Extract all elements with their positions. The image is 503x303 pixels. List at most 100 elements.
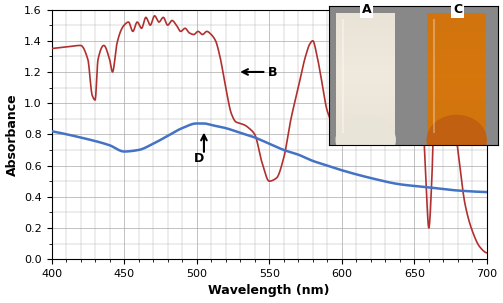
Bar bbox=[427, 93, 486, 95]
Bar bbox=[336, 96, 395, 98]
Bar bbox=[336, 105, 395, 108]
Bar bbox=[427, 137, 486, 139]
Bar bbox=[427, 58, 486, 60]
Bar bbox=[427, 18, 486, 20]
Bar bbox=[336, 83, 395, 85]
Bar bbox=[336, 17, 395, 19]
Bar bbox=[427, 44, 486, 46]
Bar bbox=[336, 85, 395, 87]
Bar bbox=[427, 109, 486, 111]
Bar bbox=[336, 55, 395, 57]
Bar bbox=[427, 36, 486, 38]
Bar bbox=[336, 45, 395, 47]
Bar bbox=[427, 90, 486, 92]
Bar bbox=[336, 128, 395, 130]
Bar bbox=[427, 83, 486, 85]
Bar bbox=[427, 32, 486, 35]
Bar bbox=[427, 132, 486, 135]
Bar bbox=[336, 104, 395, 106]
Bar bbox=[427, 50, 486, 52]
Bar bbox=[427, 64, 486, 66]
Bar bbox=[336, 78, 395, 81]
Bar bbox=[336, 80, 395, 82]
Bar bbox=[427, 17, 486, 19]
Bar bbox=[427, 134, 486, 136]
Bar bbox=[336, 50, 395, 52]
Bar bbox=[427, 48, 486, 50]
Bar bbox=[427, 99, 486, 101]
Bar bbox=[427, 67, 486, 69]
Bar bbox=[336, 102, 395, 105]
Bar bbox=[336, 122, 395, 123]
Bar bbox=[427, 63, 486, 65]
Bar bbox=[427, 26, 486, 28]
Bar bbox=[336, 75, 395, 77]
Bar bbox=[427, 66, 486, 68]
Bar bbox=[427, 112, 486, 114]
Bar bbox=[427, 71, 486, 73]
Bar bbox=[336, 139, 395, 141]
Bar bbox=[427, 39, 486, 41]
Bar bbox=[427, 96, 486, 98]
Bar bbox=[427, 75, 486, 77]
Bar bbox=[336, 82, 395, 84]
Bar bbox=[336, 18, 395, 20]
Text: B: B bbox=[268, 66, 277, 79]
Bar bbox=[336, 48, 395, 50]
Bar bbox=[336, 110, 395, 112]
Bar bbox=[427, 136, 486, 138]
Bar bbox=[427, 122, 486, 123]
Bar bbox=[336, 34, 395, 36]
Bar bbox=[427, 117, 486, 119]
Bar bbox=[427, 85, 486, 87]
Bar bbox=[427, 128, 486, 130]
Bar bbox=[336, 53, 395, 55]
Bar bbox=[427, 77, 486, 79]
Bar bbox=[427, 129, 486, 132]
Bar bbox=[427, 107, 486, 109]
Bar bbox=[427, 23, 486, 25]
Bar bbox=[336, 113, 395, 115]
Bar bbox=[427, 13, 486, 15]
Bar bbox=[336, 123, 395, 125]
Bar bbox=[336, 90, 395, 92]
Bar bbox=[336, 25, 395, 27]
Bar bbox=[427, 52, 486, 54]
Bar bbox=[336, 61, 395, 63]
Bar bbox=[336, 47, 395, 49]
Bar bbox=[336, 32, 395, 35]
Bar bbox=[336, 26, 395, 28]
Bar bbox=[427, 55, 486, 57]
Bar bbox=[427, 105, 486, 108]
X-axis label: Wavelength (nm): Wavelength (nm) bbox=[208, 285, 330, 298]
Bar bbox=[427, 98, 486, 100]
Text: C: C bbox=[453, 3, 462, 16]
Y-axis label: Absorbance: Absorbance bbox=[6, 93, 19, 176]
Bar bbox=[427, 72, 486, 74]
Bar bbox=[427, 74, 486, 76]
Bar bbox=[336, 115, 395, 117]
Bar bbox=[427, 15, 486, 17]
Bar bbox=[427, 53, 486, 55]
Bar bbox=[336, 28, 395, 30]
Bar bbox=[427, 29, 486, 31]
Bar bbox=[427, 115, 486, 117]
Bar bbox=[427, 125, 486, 127]
Bar bbox=[336, 21, 395, 23]
Bar bbox=[427, 131, 486, 133]
Bar bbox=[336, 117, 395, 119]
Bar bbox=[427, 47, 486, 49]
Bar bbox=[427, 113, 486, 115]
Bar bbox=[336, 98, 395, 100]
Bar bbox=[336, 94, 395, 96]
Bar bbox=[336, 125, 395, 127]
Bar bbox=[427, 118, 486, 120]
Bar bbox=[336, 44, 395, 46]
Bar bbox=[336, 126, 395, 128]
Bar bbox=[336, 72, 395, 74]
Bar bbox=[336, 134, 395, 136]
Bar bbox=[427, 37, 486, 39]
Bar bbox=[336, 137, 395, 139]
Bar bbox=[336, 31, 395, 33]
Bar bbox=[427, 69, 486, 71]
